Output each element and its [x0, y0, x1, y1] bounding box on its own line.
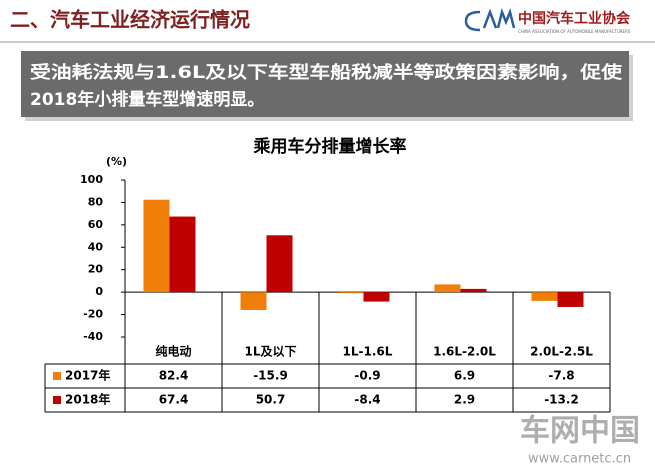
x-category-label: 1L及以下 — [245, 345, 297, 359]
y-tick-label: 40 — [88, 240, 104, 253]
logo-name: 中国汽车工业协会 — [518, 10, 631, 27]
callout-line: 2018年小排量车型增速明显。 — [30, 89, 264, 110]
table-value: 82.4 — [159, 369, 189, 383]
bar — [240, 292, 267, 310]
legend-label: 2018年 — [65, 392, 110, 407]
bar — [460, 288, 487, 293]
chart-title: 乘用车分排量增长率 — [253, 136, 407, 157]
slide-title: 二、汽车工业经济运行情况 — [10, 8, 250, 32]
bar — [143, 199, 170, 293]
table-value: -0.9 — [354, 369, 380, 383]
y-tick-label: 20 — [88, 263, 104, 276]
y-tick-label: 80 — [88, 195, 104, 208]
table-value: -15.9 — [253, 369, 288, 383]
watermark-url: www.carnetc.cn — [528, 452, 631, 467]
bar — [434, 284, 461, 293]
bar — [363, 292, 390, 302]
bar — [169, 216, 196, 293]
x-category-label: 1L-1.6L — [343, 345, 393, 359]
callout-box — [21, 51, 629, 117]
table-value: -8.4 — [354, 393, 380, 407]
table-value: 67.4 — [159, 393, 189, 407]
callout-line: 受油耗法规与1.6L及以下车型车船税减半等政策因素影响，促使 — [30, 62, 623, 83]
bar — [337, 292, 364, 294]
table-value: 50.7 — [256, 393, 286, 407]
x-category-label: 2.0L-2.5L — [530, 345, 593, 359]
bar — [531, 292, 558, 301]
logo: 中国汽车工业协会 CHINA ASSOCIATION OF AUTOMOBILE… — [464, 7, 631, 34]
logo-mark — [464, 7, 516, 32]
legend-label: 2017年 — [65, 368, 110, 383]
bar — [266, 235, 293, 293]
y-tick-label: 60 — [88, 218, 104, 231]
y-tick-label: -20 — [83, 308, 103, 321]
table-value: 2.9 — [454, 393, 475, 407]
legend-swatch — [53, 396, 61, 404]
y-tick-label: 100 — [80, 173, 103, 186]
y-axis-label: (%) — [106, 155, 127, 168]
x-category-label: 纯电动 — [155, 344, 191, 359]
y-tick-label: 0 — [95, 285, 103, 298]
x-category-label: 1.6L-2.0L — [433, 345, 496, 359]
watermark-name: 车网中国 — [520, 414, 640, 449]
table-value: 6.9 — [454, 369, 475, 383]
bar — [557, 292, 584, 307]
table-value: -13.2 — [544, 393, 579, 407]
legend-swatch — [53, 372, 61, 380]
y-tick-label: -40 — [83, 330, 103, 343]
table-value: -7.8 — [548, 369, 574, 383]
logo-subtitle: CHINA ASSOCIATION OF AUTOMOBILE MANUFACT… — [518, 29, 631, 34]
